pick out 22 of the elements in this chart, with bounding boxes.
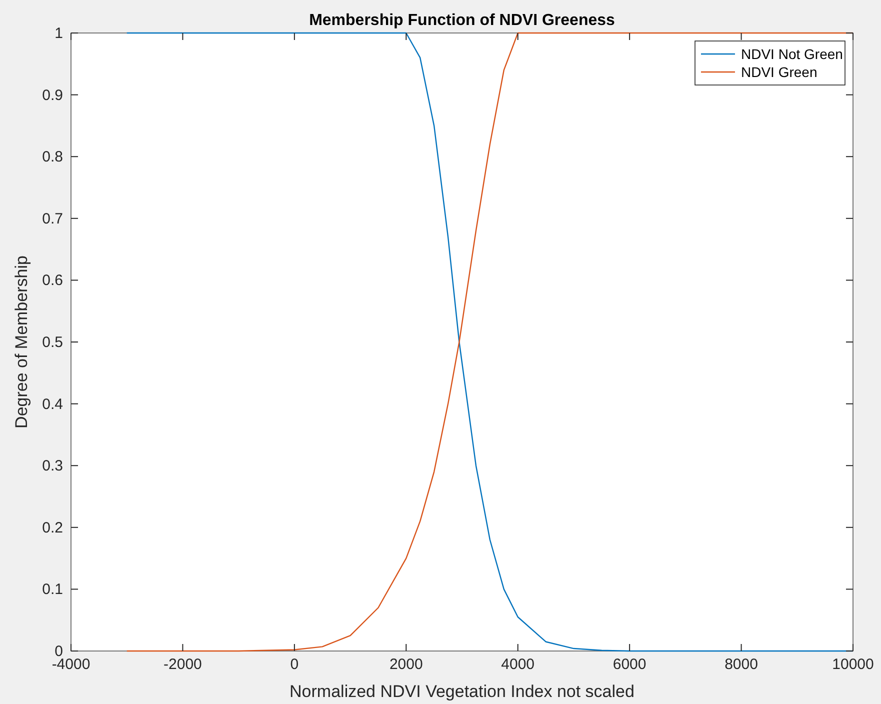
legend-label: NDVI Not Green (741, 46, 843, 62)
x-tick-label: 10000 (832, 656, 874, 673)
x-tick-label: 2000 (389, 656, 423, 673)
chart-title: Membership Function of NDVI Greeness (309, 12, 616, 29)
y-tick-label: 0.1 (42, 581, 63, 598)
y-tick-label: 0.8 (42, 148, 63, 166)
x-axis-title: Normalized NDVI Vegetation Index not scaled (290, 682, 634, 701)
y-tick-label: 0.9 (42, 86, 63, 104)
legend-label: NDVI Green (741, 64, 818, 80)
y-tick-label: 0.2 (42, 519, 63, 536)
x-tick-label: -2000 (164, 656, 202, 673)
y-tick-label: 0.6 (42, 272, 63, 290)
x-tick-label: 6000 (612, 656, 646, 673)
x-tick-label: 8000 (724, 656, 758, 673)
x-tick-label: 0 (290, 656, 299, 673)
y-tick-label: 1 (54, 25, 63, 42)
y-axis-title: Degree of Membership (12, 256, 31, 428)
y-tick-label: 0.3 (42, 458, 63, 475)
y-tick-label: 0.7 (42, 210, 63, 228)
y-tick-label: 0.4 (42, 396, 63, 413)
x-tick-label: 4000 (501, 656, 535, 673)
y-tick-label: 0.5 (42, 334, 63, 351)
